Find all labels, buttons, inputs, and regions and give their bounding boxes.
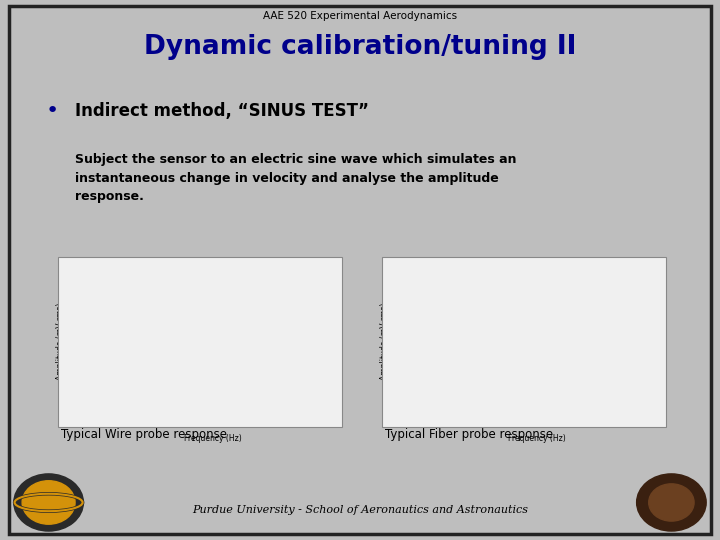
- X-axis label: Frequency (Hz): Frequency (Hz): [508, 434, 565, 443]
- Text: Dynamic calibration/tuning II: Dynamic calibration/tuning II: [144, 34, 576, 60]
- Text: Purdue University - School of Aeronautics and Astronautics: Purdue University - School of Aeronautic…: [192, 505, 528, 515]
- X-axis label: Frequency (Hz): Frequency (Hz): [184, 434, 241, 443]
- Y-axis label: Amplitude (mV rms): Amplitude (mV rms): [380, 303, 390, 380]
- Circle shape: [649, 484, 694, 521]
- Text: Indirect method, “SINUS TEST”: Indirect method, “SINUS TEST”: [75, 102, 369, 120]
- Text: Typical Wire probe response: Typical Wire probe response: [61, 428, 228, 441]
- Text: 3 dB: 3 dB: [606, 297, 623, 306]
- Y-axis label: Amplitude (mV rms): Amplitude (mV rms): [56, 303, 66, 380]
- Circle shape: [14, 474, 84, 531]
- Text: •: •: [45, 100, 58, 121]
- Text: Subject the sensor to an electric sine wave which simulates an
instantaneous cha: Subject the sensor to an electric sine w…: [75, 153, 517, 203]
- Text: Typical Fiber probe response: Typical Fiber probe response: [385, 428, 554, 441]
- Circle shape: [22, 481, 75, 524]
- Text: -3 dB: -3 dB: [283, 308, 302, 317]
- Text: AAE 520 Experimental Aerodynamics: AAE 520 Experimental Aerodynamics: [263, 11, 457, 21]
- Circle shape: [636, 474, 706, 531]
